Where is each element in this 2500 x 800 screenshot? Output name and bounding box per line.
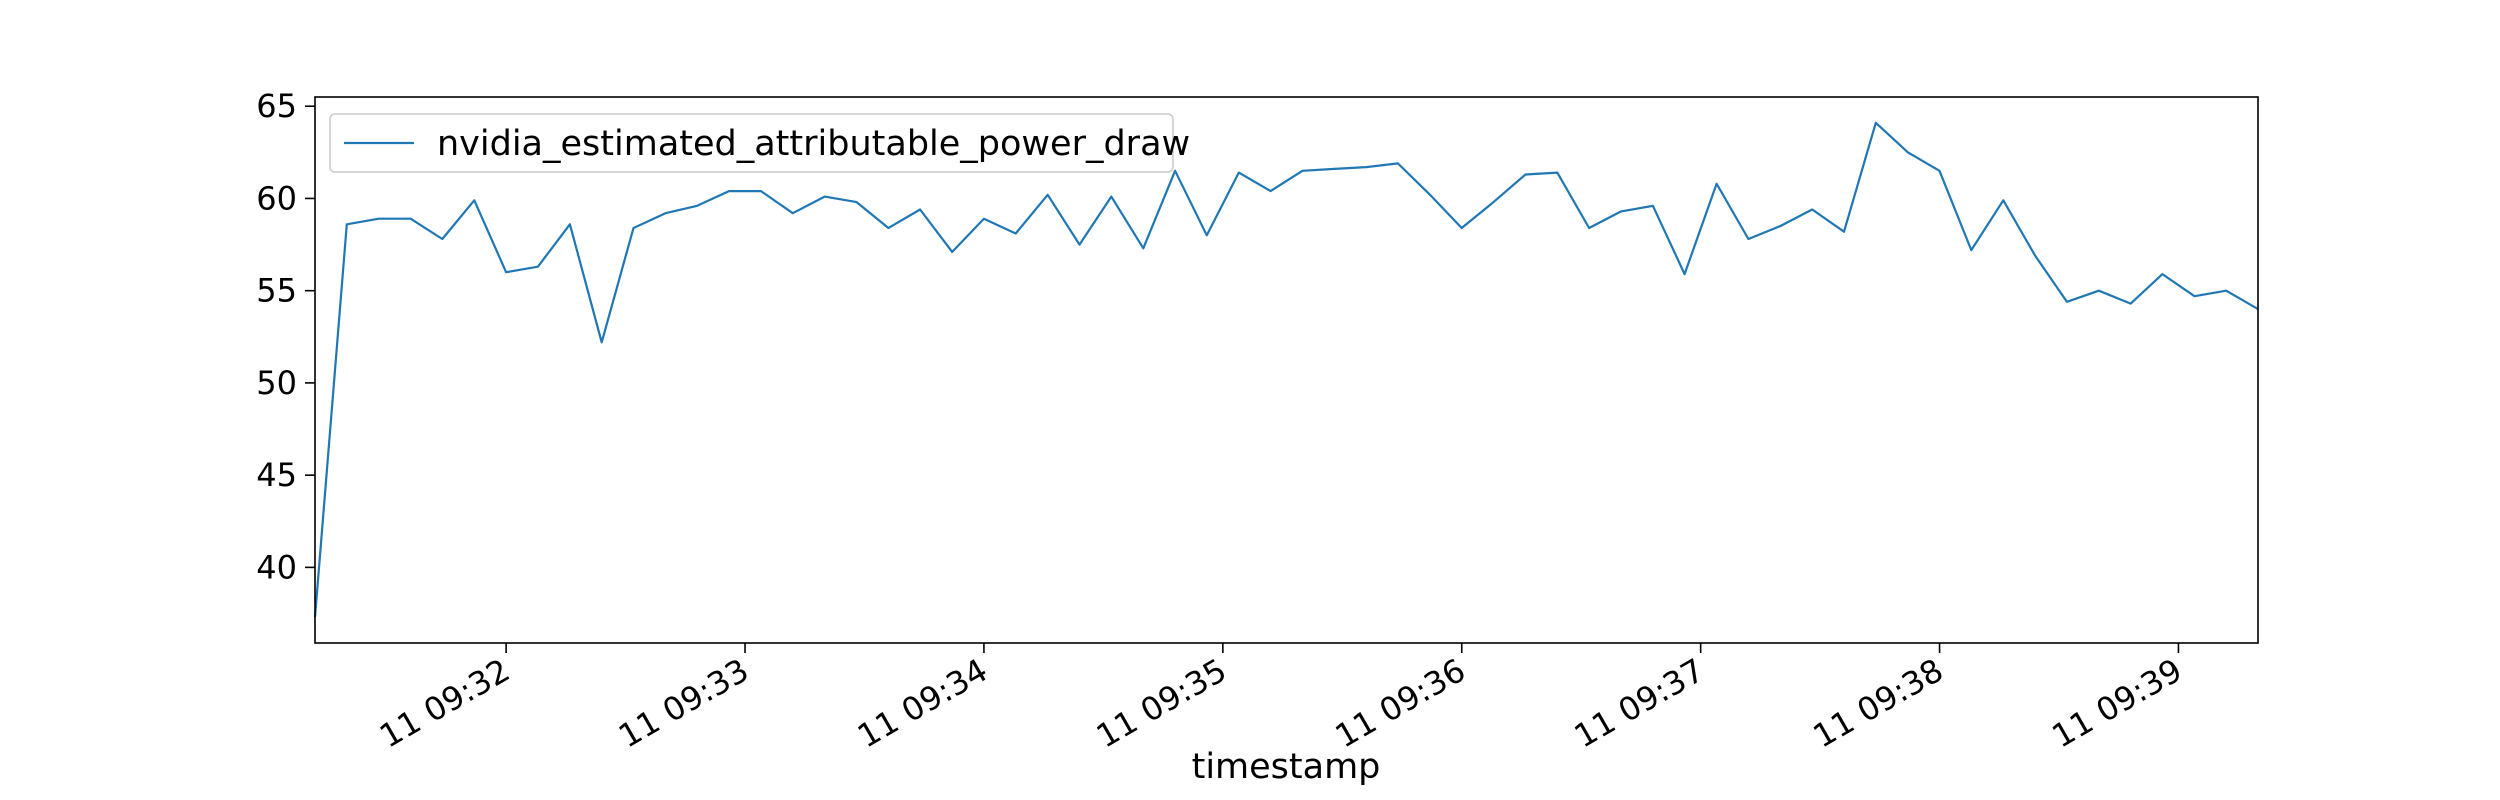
- y-tick-label: 55: [256, 272, 297, 310]
- x-axis-title: timestamp: [1192, 747, 1381, 787]
- legend: nvidia_estimated_attributable_power_draw: [329, 113, 1190, 173]
- plot-area-frame: [314, 96, 2259, 644]
- x-tick-label: 11 09:32: [373, 651, 516, 755]
- series-line-power-draw: [313, 121, 2259, 618]
- y-tick-label: 45: [256, 456, 297, 494]
- legend-label: nvidia_estimated_attributable_power_draw: [437, 124, 1190, 164]
- x-tick-label: 11 09:38: [1807, 651, 1950, 755]
- y-tick-label: 60: [256, 179, 297, 217]
- x-tick-label: 11 09:34: [851, 651, 994, 755]
- x-tick-label: 11 09:33: [612, 651, 755, 755]
- y-axis: 40 45 50 55 60 65: [256, 87, 315, 586]
- x-tick-label: 11 09:37: [1568, 651, 1711, 755]
- x-axis: 11 09:32 11 09:33 11 09:34 11 09:35 11 09:36…: [373, 643, 2188, 755]
- y-tick-label: 50: [256, 364, 297, 402]
- y-tick-label: 65: [256, 87, 297, 125]
- legend-box: [329, 113, 1174, 173]
- x-tick-label: 11 09:35: [1090, 651, 1233, 755]
- x-tick-label: 11 09:36: [1329, 651, 1472, 755]
- y-tick-label: 40: [256, 548, 297, 586]
- x-tick-label: 11 09:39: [2046, 651, 2189, 755]
